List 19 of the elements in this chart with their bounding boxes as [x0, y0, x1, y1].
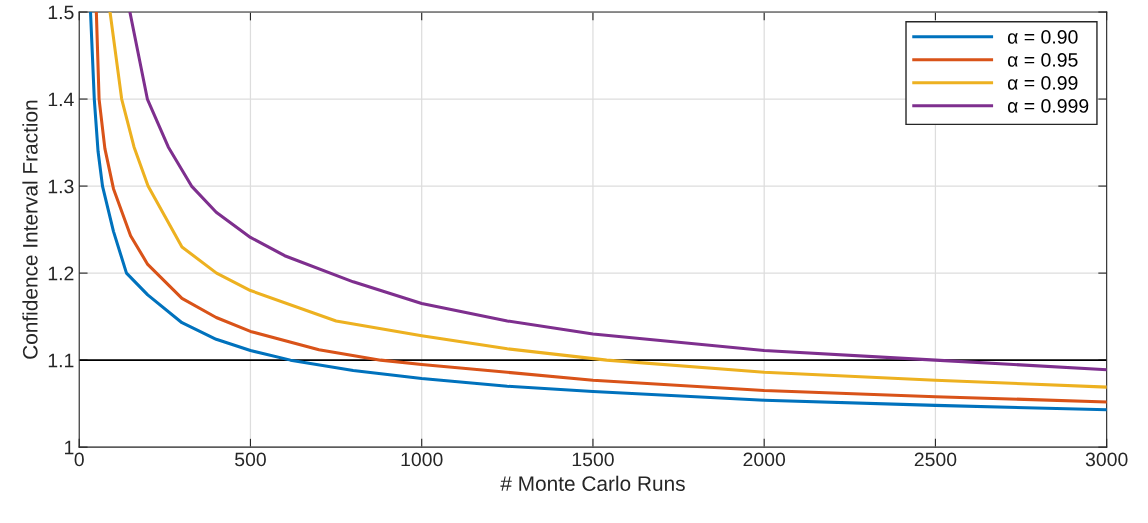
- y-tick-label: 1.3: [48, 179, 74, 194]
- y-axis-title: Confidence Interval Fraction: [22, 100, 38, 359]
- y-tick-label: 1.1: [48, 353, 74, 368]
- y-tick-label: 1.4: [48, 92, 74, 107]
- x-axis-title: # Monte Carlo Runs: [500, 475, 685, 492]
- x-tick-label: 2500: [914, 452, 957, 467]
- legend-label: α = 0.95: [1007, 53, 1078, 67]
- y-tick-label: 1: [65, 440, 74, 455]
- x-tick-label: 500: [235, 452, 266, 467]
- x-tick-label: 2000: [743, 452, 786, 467]
- x-tick-label: 3000: [1085, 452, 1128, 467]
- x-tick-label: 1500: [572, 452, 614, 467]
- legend-label: α = 0.99: [1007, 76, 1078, 90]
- x-tick-label: 1000: [401, 452, 443, 467]
- y-tick-label: 1.5: [48, 5, 74, 20]
- legend-label: α = 0.90: [1007, 30, 1078, 44]
- x-tick-label: 0: [74, 452, 84, 467]
- legend-label: α = 0.999: [1007, 99, 1089, 113]
- y-tick-label: 1.2: [48, 266, 74, 281]
